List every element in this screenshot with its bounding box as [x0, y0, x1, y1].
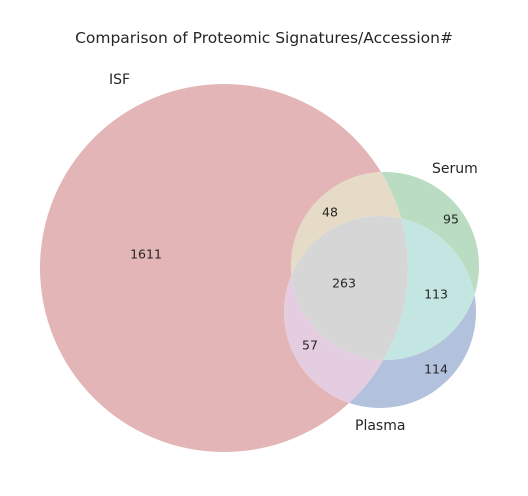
chart-title: Comparison of Proteomic Signatures/Acces… — [75, 29, 453, 47]
region-value-serum: 95 — [443, 212, 459, 227]
set-label-plasma: Plasma — [355, 418, 405, 434]
region-value-isf-serum-plasma: 263 — [332, 276, 356, 291]
set-label-isf: ISF — [109, 72, 130, 88]
set-label-serum: Serum — [432, 161, 478, 177]
region-value-isf: 1611 — [130, 247, 162, 262]
venn-labels: 1611 95 114 48 57 113 263 ISF Serum Plasma — [109, 72, 478, 434]
region-value-plasma: 114 — [424, 362, 448, 377]
region-value-serum-plasma: 113 — [424, 287, 448, 302]
region-value-isf-plasma: 57 — [302, 338, 318, 353]
region-isf-plasma — [284, 216, 408, 408]
venn-regions — [40, 84, 479, 452]
region-value-isf-serum: 48 — [322, 205, 338, 220]
